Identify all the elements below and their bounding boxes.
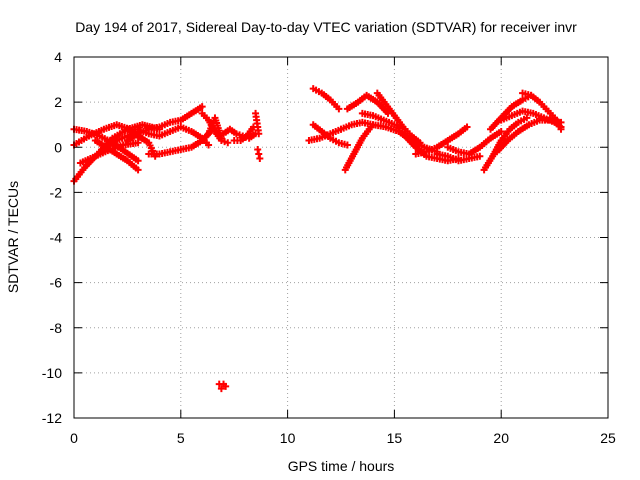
x-tick-label: 0	[70, 430, 78, 446]
data-points	[70, 85, 565, 393]
series-track-30	[444, 127, 505, 158]
data-point	[134, 157, 142, 165]
series-track-22	[341, 123, 375, 174]
series-track-18	[309, 85, 343, 113]
data-point	[557, 118, 565, 126]
y-axis-label: SDTVAR / TECUs	[5, 181, 21, 293]
y-tick-label: 4	[54, 49, 62, 65]
data-point	[523, 114, 531, 122]
x-tick-label: 15	[387, 430, 403, 446]
data-point	[476, 152, 484, 160]
y-tick-label: -2	[50, 184, 63, 200]
data-point	[134, 166, 142, 174]
data-point	[497, 127, 505, 135]
series-track-20	[309, 121, 351, 149]
data-point	[222, 382, 230, 390]
y-tick-label: 0	[54, 139, 62, 155]
data-point	[224, 139, 232, 147]
x-tick-label: 10	[280, 430, 296, 446]
data-point	[134, 139, 142, 147]
y-tick-label: -10	[42, 365, 62, 381]
x-tick-label: 20	[493, 430, 509, 446]
y-tick-label: -12	[42, 410, 62, 426]
x-tick-label: 25	[600, 430, 616, 446]
data-point	[255, 150, 263, 158]
data-point	[256, 155, 264, 163]
y-tick-label: -4	[50, 230, 63, 246]
data-point	[198, 103, 206, 111]
y-tick-label: -8	[50, 320, 63, 336]
chart-title: Day 194 of 2017, Sidereal Day-to-day VTE…	[75, 19, 577, 35]
series-track-14	[230, 123, 257, 144]
data-point	[463, 123, 471, 131]
data-point	[205, 141, 213, 149]
x-tick-label: 5	[177, 430, 185, 446]
series-track-35	[493, 116, 565, 156]
series-track-29	[433, 150, 484, 165]
series-track-17	[215, 380, 230, 393]
data-point	[217, 134, 225, 142]
series-track-15	[252, 109, 263, 138]
x-axis-label: GPS time / hours	[288, 458, 395, 474]
data-point	[335, 105, 343, 113]
y-tick-label: -6	[50, 275, 63, 291]
data-point	[557, 125, 565, 133]
data-point	[254, 146, 262, 154]
data-point	[217, 385, 225, 393]
data-point	[255, 130, 263, 138]
y-tick-label: 2	[54, 94, 62, 110]
series-track-16	[254, 146, 264, 163]
series-track-9	[134, 123, 213, 149]
data-point	[343, 141, 351, 149]
series-track-23	[343, 91, 392, 117]
series-track-28	[412, 123, 471, 158]
